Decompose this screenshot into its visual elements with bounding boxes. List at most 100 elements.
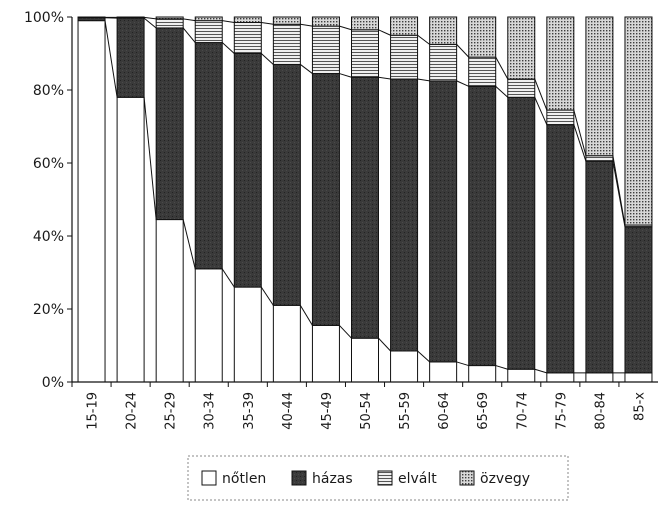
bar-ozvegy-30-34 [194,16,223,22]
x-tick-label: 40-44 [281,392,296,430]
bar-hazas-35-39 [233,53,262,288]
bar-hazas-20-24 [116,17,145,98]
bar-ozvegy-70-74 [507,16,536,80]
series-line-elvalt [573,109,587,156]
bar-notlen-85-x [624,372,653,383]
bar-notlen-55-59 [390,350,419,383]
series-line-hazas [339,73,352,78]
bar-ozvegy-75-79 [546,16,575,111]
bar-hazas-30-34 [194,42,223,270]
x-tick-label: 75-79 [554,392,569,430]
bar-hazas-70-74 [507,96,536,370]
series-line-elvalt [222,20,235,23]
bar-group-55-59 [390,16,419,383]
series-line-elvalt [339,25,352,31]
x-tick-label: 55-59 [398,392,413,430]
bar-ozvegy-80-84 [585,16,614,157]
bar-ozvegy-25-29 [155,16,184,20]
bar-group-15-19 [77,16,106,383]
axes: 0% 20% 40% 60% 80% 100% 15-19 20-24 25-29 30-34 35… [24,10,658,430]
x-tick-label: 15-19 [86,392,101,430]
legend-item-elvalt: elvált [377,470,437,487]
series-line-notlen [378,337,391,352]
legend-item-hazas: házas [291,470,353,487]
series-line-notlen [221,268,235,288]
x-tick-label: 20-24 [125,392,140,430]
series-line-notlen [143,97,157,220]
legend-label-hazas: házas [312,471,353,487]
bar-elvalt-65-69 [468,56,497,87]
bar-hazas-50-54 [351,76,379,339]
bar-ozvegy-65-69 [468,16,497,58]
y-tick-label: 40% [33,229,64,245]
bar-elvalt-25-29 [155,18,184,29]
series-line-notlen [534,368,547,374]
bar-ozvegy-35-39 [233,16,262,23]
legend-swatch-elvalt [377,470,393,486]
bar-group-25-29 [155,16,184,383]
series-line-elvalt [183,18,196,22]
x-tick-label: 70-74 [515,392,530,430]
series-line-hazas [221,42,235,54]
bar-ozvegy-40-44 [272,16,301,25]
x-tick-label: 85-x [632,392,647,421]
series-line-elvalt [417,34,430,45]
x-tick-label: 50-54 [359,392,374,430]
bar-ozvegy-55-59 [390,16,419,36]
y-tick-label: 80% [33,83,64,99]
x-tick-label: 25-29 [164,392,179,430]
bar-elvalt-30-34 [194,20,223,44]
series-line-hazas [300,64,313,74]
y-tick-label: 60% [33,156,64,172]
legend-item-ozvegy: özvegy [459,470,530,487]
bar-hazas-55-59 [390,78,419,352]
bar-group-60-64 [429,16,458,383]
series-line-notlen [299,305,313,326]
bar-notlen-15-19 [77,20,106,383]
bar-group-45-49 [311,16,340,383]
plot-area [77,16,653,383]
bar-elvalt-55-59 [390,34,419,80]
series-line-hazas [260,53,274,65]
bar-hazas-85-x [624,226,653,374]
bar-elvalt-75-79 [546,109,575,126]
series-line-notlen [417,350,430,363]
bar-notlen-40-44 [272,304,301,383]
bar-elvalt-35-39 [233,21,262,54]
series-line-notlen [495,365,508,370]
legend-swatch-hazas [291,470,307,486]
bar-ozvegy-60-64 [429,16,458,45]
legend-label-ozvegy: özvegy [480,471,530,487]
bar-elvalt-60-64 [429,43,458,82]
bar-group-75-79 [546,16,575,383]
bar-group-85-x [624,16,653,383]
series-line-notlen [182,219,196,269]
bar-group-30-34 [194,16,223,383]
bar-ozvegy-50-54 [351,16,379,31]
series-line-hazas [417,78,430,82]
series-line-notlen [260,286,274,306]
bar-ozvegy-45-49 [311,16,340,27]
bar-notlen-80-84 [585,372,614,383]
y-tick-label: 100% [24,10,64,26]
series-line-hazas [143,17,157,29]
x-tick-label: 80-84 [593,392,608,430]
series-line-elvalt [300,23,313,27]
series-line-hazas [378,76,391,80]
bar-elvalt-80-84 [585,155,614,162]
series-line-hazas [534,97,548,125]
bar-group-70-74 [507,16,536,383]
x-tick-label: 35-39 [242,392,257,430]
series-line-elvalt [534,78,548,111]
x-tick-label: 30-34 [203,392,218,430]
bar-notlen-20-24 [116,96,145,383]
bar-group-35-39 [233,16,262,383]
x-tick-label: 45-49 [320,392,335,430]
bar-notlen-65-69 [468,365,497,383]
legend-item-notlen: nőtlen [201,470,266,487]
series-line-hazas [182,27,196,43]
bar-group-80-84 [585,16,614,383]
bar-group-65-69 [468,16,497,383]
bar-elvalt-40-44 [272,23,301,65]
